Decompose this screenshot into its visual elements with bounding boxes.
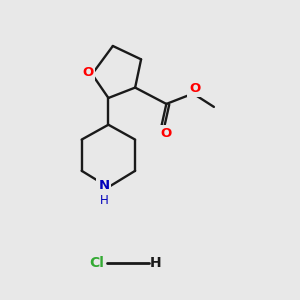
Text: Cl: Cl xyxy=(89,256,104,270)
Text: O: O xyxy=(82,66,93,79)
Text: O: O xyxy=(160,127,171,140)
Text: H: H xyxy=(100,194,108,207)
Text: H: H xyxy=(150,256,162,270)
Text: N: N xyxy=(98,179,110,192)
Text: O: O xyxy=(189,82,200,95)
